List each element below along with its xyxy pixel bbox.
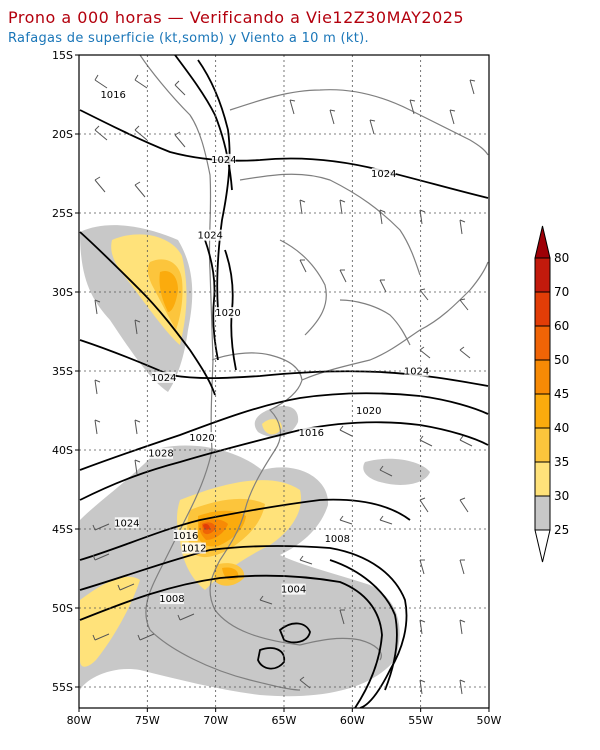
colorbar-label: 70: [554, 285, 569, 299]
isobar-label: 1028: [148, 449, 173, 460]
isobar-label: 1016: [299, 428, 324, 439]
isobar-label: 1024: [197, 231, 222, 242]
map-title: Prono a 000 horas — Verificando a Vie12Z…: [8, 8, 465, 27]
lon-tick-label: 50W: [477, 714, 502, 727]
isobar-label: 1024: [151, 373, 176, 384]
lon-tick-label: 75W: [135, 714, 160, 727]
isobar-label: 1012: [181, 544, 206, 555]
isobar-label: 1020: [356, 406, 381, 417]
isobar-label: 1020: [215, 308, 240, 319]
colorbar-label: 45: [554, 387, 569, 401]
lon-tick-label: 60W: [340, 714, 365, 727]
colorbar-label: 60: [554, 319, 569, 333]
lat-tick-label: 30S: [52, 286, 73, 299]
colorbar-label: 30: [554, 489, 569, 503]
lon-tick-label: 65W: [272, 714, 297, 727]
lat-tick-label: 50S: [52, 602, 73, 615]
lat-tick-label: 25S: [52, 207, 73, 220]
colorbar-segment: [534, 325, 551, 361]
colorbar-segment: [534, 291, 551, 327]
isobar-label: 1020: [189, 433, 214, 444]
lat-tick-label: 40S: [52, 444, 73, 457]
colorbar-segment: [534, 495, 551, 531]
isobar-label: 1004: [281, 585, 306, 596]
latitude-axis: 15S 20S 25S 30S 35S 40S 45S 50S 55S: [52, 49, 79, 694]
gust-colorbar: 80 70 60 50 45 40 35 30 25: [534, 225, 569, 563]
wind-barbs: [92, 74, 476, 695]
colorbar-segment: [534, 393, 551, 429]
colorbar-segment: [534, 461, 551, 497]
colorbar-label: 50: [554, 353, 569, 367]
isobar-label: 1016: [173, 531, 198, 542]
colorbar-segment: [534, 359, 551, 395]
isobar-label: 1024: [114, 518, 139, 529]
isobar-label: 1024: [211, 155, 236, 166]
longitude-axis: 80W 75W 70W 65W 60W 55W 50W: [67, 708, 502, 727]
isobar-label: 1024: [404, 367, 429, 378]
map-subtitle: Rafagas de superficie (kt,somb) y Viento…: [8, 31, 369, 46]
lon-tick-label: 70W: [203, 714, 228, 727]
isobar-label: 1008: [159, 594, 184, 605]
isobar-label: 1008: [325, 534, 350, 545]
lon-tick-label: 80W: [67, 714, 92, 727]
colorbar-label: 35: [554, 455, 569, 469]
lat-tick-label: 55S: [52, 681, 73, 694]
lon-tick-label: 55W: [408, 714, 433, 727]
lat-tick-label: 15S: [52, 49, 73, 62]
colorbar-label: 25: [554, 523, 569, 537]
isobar-label: 1024: [371, 169, 396, 180]
lat-tick-label: 45S: [52, 523, 73, 536]
isobar-labels: 1016 1024 1024 1024 1020 1024 1024 1020 1020 1016…: [100, 89, 429, 605]
colorbar-segment: [534, 257, 551, 293]
isobar-label: 1016: [100, 90, 125, 101]
colorbar-label: 80: [554, 251, 569, 265]
lat-tick-label: 20S: [52, 128, 73, 141]
lat-tick-label: 35S: [52, 365, 73, 378]
colorbar-label: 40: [554, 421, 569, 435]
colorbar-segment: [534, 427, 551, 463]
gust-shading: [80, 225, 430, 697]
colorbar-bottom-arrow: [534, 529, 551, 563]
colorbar-top-arrow: [534, 225, 551, 259]
